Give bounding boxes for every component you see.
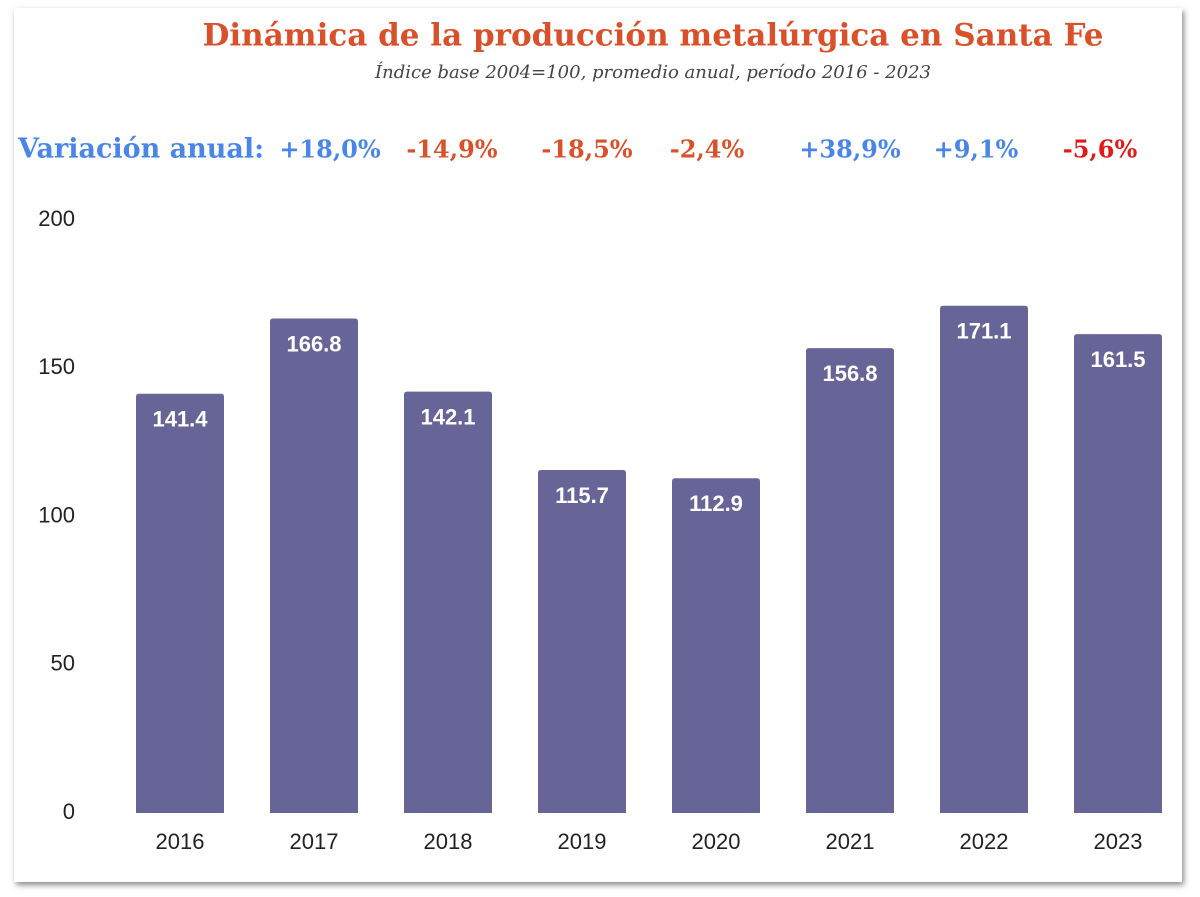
data-label: 115.7 [555, 483, 609, 508]
bar [404, 391, 492, 813]
x-tick-label: 2022 [960, 829, 1009, 854]
y-tick-label: 150 [38, 354, 75, 379]
bar [940, 305, 1028, 813]
y-tick-label: 0 [63, 799, 75, 824]
y-tick-label: 50 [51, 651, 75, 676]
x-tick-label: 2021 [826, 829, 875, 854]
annotation: +9,1% [934, 135, 1019, 164]
data-label: 166.8 [286, 331, 341, 356]
x-tick-label: 2016 [156, 829, 205, 854]
data-label: 161.5 [1090, 347, 1145, 372]
chart-title: Dinámica de la producción metalúrgica en… [203, 18, 1104, 54]
bar [136, 393, 224, 813]
data-label: 112.9 [689, 491, 743, 516]
annotation: -18,5% [541, 135, 632, 164]
bar [538, 469, 626, 813]
annotation: -2,4% [670, 135, 745, 164]
x-tick-label: 2020 [692, 829, 741, 854]
annotation-title: Variación anual: [17, 134, 264, 165]
annotation: -5,6% [1063, 135, 1138, 164]
y-tick-label: 100 [38, 502, 75, 527]
bar [1074, 334, 1162, 813]
chart-subtitle: Índice base 2004=100, promedio anual, pe… [374, 60, 931, 83]
x-tick-label: 2018 [424, 829, 473, 854]
data-label: 156.8 [822, 361, 877, 386]
bar [672, 478, 760, 813]
x-tick-label: 2017 [290, 829, 339, 854]
annotation: -14,9% [406, 135, 497, 164]
data-label: 141.4 [152, 407, 208, 432]
x-tick-label: 2023 [1094, 829, 1143, 854]
data-label: 142.1 [420, 404, 475, 429]
bar [806, 348, 894, 813]
x-tick-label: 2019 [558, 829, 607, 854]
bar [270, 318, 358, 813]
data-label: 171.1 [956, 319, 1011, 344]
annotation: +38,9% [799, 135, 901, 164]
annotation: +18,0% [279, 135, 381, 164]
y-tick-label: 200 [38, 206, 75, 231]
